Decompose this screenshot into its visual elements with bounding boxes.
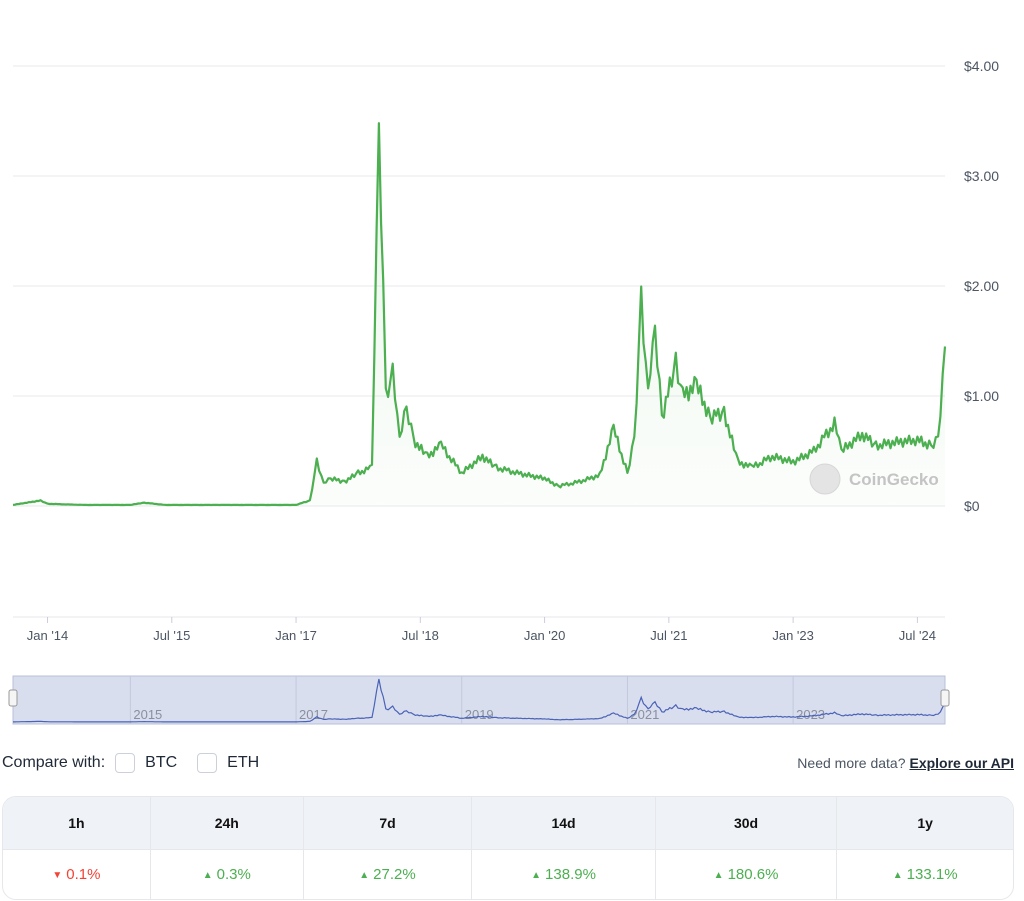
y-tick-label: $3.00 <box>964 168 999 184</box>
coingecko-watermark: CoinGecko <box>809 463 939 495</box>
x-tick-label: Jan '14 <box>27 628 69 643</box>
compare-label: Compare with: <box>2 754 106 771</box>
navigator-left-handle[interactable] <box>8 689 18 707</box>
explore-api-link[interactable]: Explore our API <box>909 755 1014 771</box>
change-value: 27.2% <box>373 866 416 883</box>
x-tick-label: Jul '18 <box>402 628 439 643</box>
navigator-year-label: 2021 <box>630 707 659 722</box>
change-cell-1y: ▲ 133.1% <box>837 849 1013 899</box>
change-value: 0.3% <box>216 866 251 883</box>
y-tick-label: $0 <box>964 498 980 514</box>
y-tick-label: $2.00 <box>964 278 999 294</box>
navigator-line <box>13 678 946 723</box>
period-header-7d: 7d <box>303 797 473 849</box>
x-tick-label: Jan '20 <box>524 628 566 643</box>
caret-up-icon: ▲ <box>531 870 542 881</box>
caret-up-icon: ▲ <box>359 870 370 881</box>
compare-btc-checkbox[interactable]: BTC <box>115 753 177 773</box>
x-tick-label: Jan '17 <box>275 628 317 643</box>
price-change-table: 1h 24h 7d 14d 30d 1y ▼ 0.1% ▲ 0.3% ▲ 27.2% ▲ 138.9% ▲… <box>2 796 1014 900</box>
checkbox-box[interactable] <box>197 753 218 773</box>
navigator[interactable]: 2015 2017 2019 2021 2023 <box>8 675 950 725</box>
x-tick-label: Jul '24 <box>899 628 936 643</box>
period-header-30d: 30d <box>655 797 838 849</box>
x-tick-label: Jul '21 <box>650 628 687 643</box>
caret-down-icon: ▼ <box>52 870 63 881</box>
change-cell-24h: ▲ 0.3% <box>150 849 304 899</box>
change-cell-7d: ▲ 27.2% <box>303 849 473 899</box>
change-value: 0.1% <box>66 866 101 883</box>
api-prompt: Need more data? <box>797 755 906 771</box>
compare-with: Compare with: BTC ETH <box>2 753 259 773</box>
period-header-1h: 1h <box>3 797 151 849</box>
api-promo: Need more data? Explore our API <box>797 755 1014 771</box>
navigator-year-label: 2023 <box>796 707 825 722</box>
value-row: ▼ 0.1% ▲ 0.3% ▲ 27.2% ▲ 138.9% ▲ 180.6% ▲ 133.1% <box>3 849 1013 899</box>
period-header-14d: 14d <box>472 797 656 849</box>
btc-label: BTC <box>145 754 178 771</box>
change-cell-1h: ▼ 0.1% <box>3 849 151 899</box>
change-value: 180.6% <box>727 866 779 883</box>
price-line <box>12 122 947 507</box>
price-chart[interactable]: $0 $1.00 $2.00 $3.00 $4.00 CoinGecko Jan '14… <box>0 0 1024 740</box>
x-tick-label: Jul '15 <box>153 628 190 643</box>
watermark-text: CoinGecko <box>849 470 939 489</box>
y-tick-label: $1.00 <box>964 388 999 404</box>
header-row: 1h 24h 7d 14d 30d 1y <box>3 797 1013 849</box>
change-cell-30d: ▲ 180.6% <box>655 849 838 899</box>
coingecko-logo-icon <box>809 463 841 495</box>
eth-label: ETH <box>227 754 260 771</box>
change-cell-14d: ▲ 138.9% <box>472 849 656 899</box>
navigator-right-handle[interactable] <box>940 689 950 707</box>
checkbox-box[interactable] <box>115 753 136 773</box>
period-header-24h: 24h <box>150 797 304 849</box>
x-tick-label: Jan '23 <box>772 628 814 643</box>
change-value: 138.9% <box>545 866 596 883</box>
change-value: 133.1% <box>906 866 958 883</box>
y-tick-label: $4.00 <box>964 58 999 74</box>
price-area <box>13 123 945 506</box>
navigator-year-label: 2015 <box>133 707 162 722</box>
caret-up-icon: ▲ <box>892 870 903 881</box>
caret-up-icon: ▲ <box>713 870 724 881</box>
compare-eth-checkbox[interactable]: ETH <box>197 753 259 773</box>
caret-up-icon: ▲ <box>202 870 213 881</box>
period-header-1y: 1y <box>837 797 1013 849</box>
navigator-year-label: 2019 <box>465 707 494 722</box>
